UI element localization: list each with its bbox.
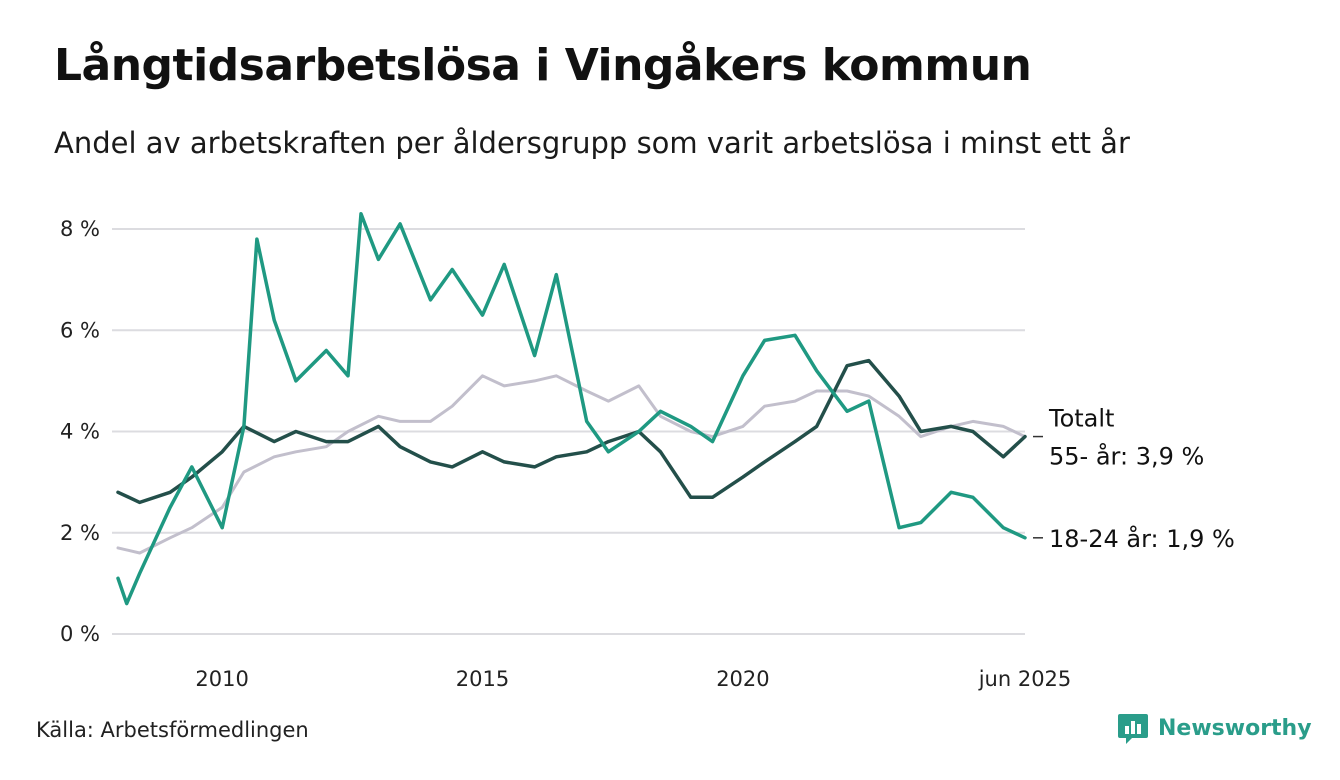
- y-tick-label: 2 %: [60, 521, 100, 545]
- series-end-label: 55- år: 3,9 %: [1049, 442, 1204, 471]
- series-line: [116, 212, 1027, 606]
- line-chart: 0 % 2 % 4 % 6 % 8 % 2010 2015 2020 jun 2025 Tot…: [60, 212, 1235, 691]
- y-tick-label: 6 %: [60, 318, 100, 342]
- y-tick-label: 4 %: [60, 420, 100, 444]
- gridlines: [112, 228, 1025, 635]
- series-line: [116, 358, 1027, 505]
- y-tick-label: 8 %: [60, 217, 100, 241]
- series-line: [116, 374, 1027, 555]
- series-end-label: 18-24 år: 1,9 %: [1049, 524, 1235, 553]
- y-axis: 0 % 2 % 4 % 6 % 8 %: [60, 217, 100, 646]
- chart-subtitle: Andel av arbetskraften per åldersgrupp s…: [54, 126, 1130, 160]
- source-note: Källa: Arbetsförmedlingen: [36, 718, 309, 742]
- y-tick-label: 0 %: [60, 622, 100, 646]
- chart-title: Långtidsarbetslösa i Vingåkers kommun: [54, 40, 1032, 91]
- brand-logo: Newsworthy: [1118, 712, 1312, 744]
- x-axis: 2010 2015 2020 jun 2025: [195, 667, 1071, 691]
- x-tick-label: 2010: [195, 667, 248, 691]
- brand-name: Newsworthy: [1158, 715, 1312, 741]
- series-labels: Totalt 55- år: 3,9 % 18-24 år: 1,9 %: [1033, 405, 1235, 553]
- bar-chart-icon: [1118, 714, 1148, 744]
- x-tick-label: 2015: [456, 667, 509, 691]
- x-tick-label: jun 2025: [978, 667, 1072, 691]
- series-end-label: Totalt: [1048, 405, 1114, 433]
- x-tick-label: 2020: [716, 667, 769, 691]
- series-lines: [116, 212, 1027, 606]
